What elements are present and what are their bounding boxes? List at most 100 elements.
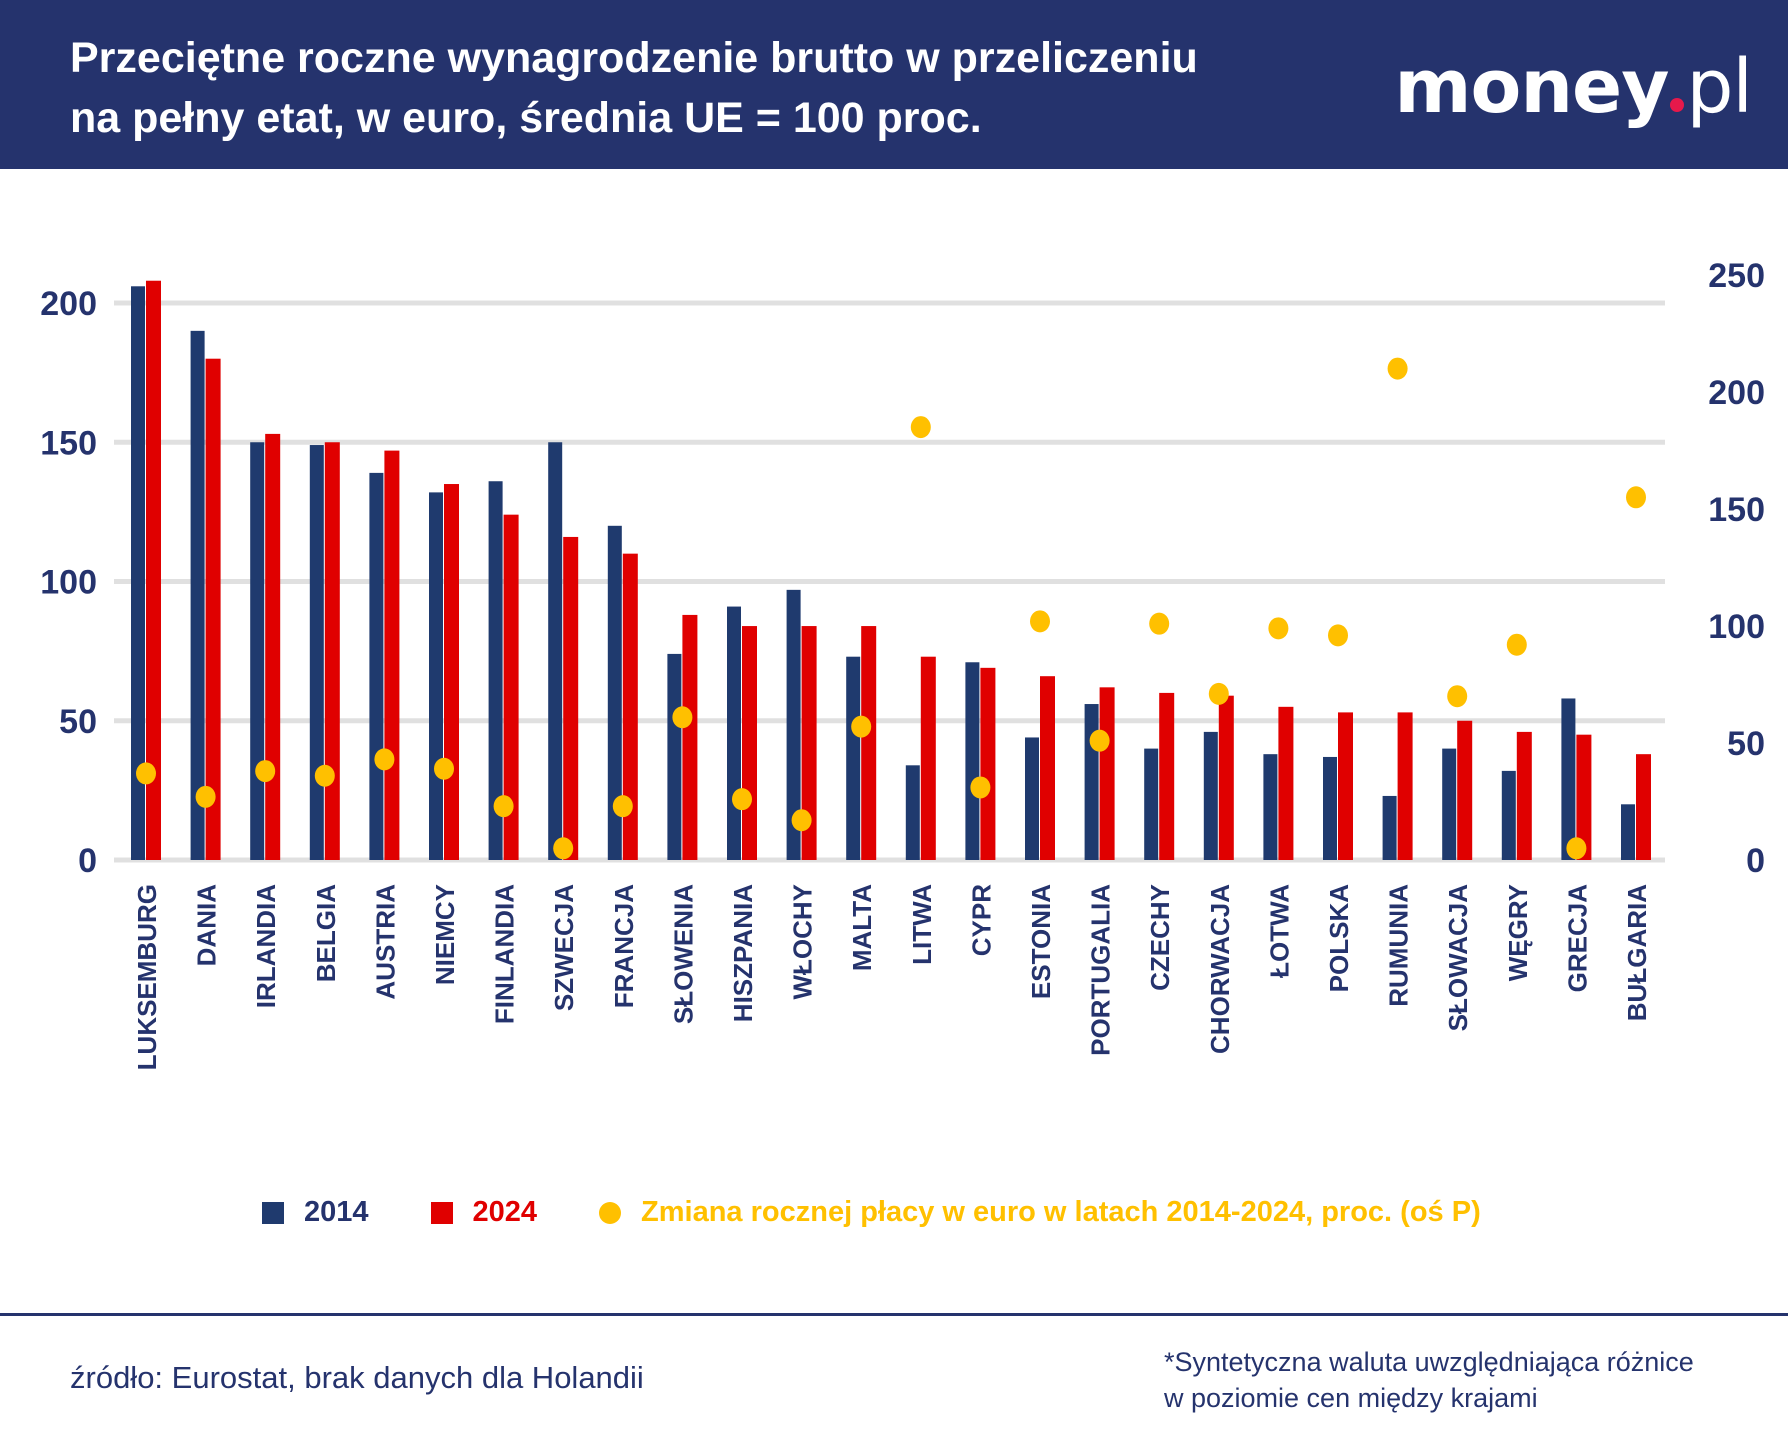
category-label: SŁOWACJA bbox=[1443, 884, 1473, 1032]
legend-label-change: Zmiana rocznej płacy w euro w latach 201… bbox=[641, 1196, 1481, 1228]
bar-2014 bbox=[1025, 737, 1039, 860]
bar-2014 bbox=[250, 442, 265, 860]
bar-2024 bbox=[682, 614, 698, 860]
change-point bbox=[851, 715, 872, 738]
bar-2024 bbox=[1099, 687, 1115, 860]
bar-2024 bbox=[503, 514, 519, 860]
category-label: FINLANDIA bbox=[490, 884, 520, 1024]
category-label: SŁOWENIA bbox=[668, 884, 698, 1024]
change-point bbox=[1626, 486, 1646, 509]
bar-2024 bbox=[1516, 731, 1532, 860]
category-label: BELGIA bbox=[311, 884, 341, 982]
bar-2024 bbox=[324, 442, 340, 860]
footnote: *Syntetyczna waluta uwzględniająca różni… bbox=[1164, 1344, 1694, 1416]
change-point bbox=[1387, 357, 1408, 380]
legend-swatch-2014 bbox=[262, 1201, 284, 1224]
bar-2024 bbox=[146, 280, 161, 861]
bar-2024 bbox=[563, 536, 579, 860]
change-point bbox=[1208, 682, 1229, 705]
change-point bbox=[255, 760, 276, 783]
bar-2014 bbox=[607, 525, 622, 860]
change-point bbox=[493, 795, 514, 818]
bar-2024 bbox=[265, 433, 281, 860]
bar-2014 bbox=[1203, 731, 1218, 860]
change-point bbox=[553, 837, 574, 860]
change-point bbox=[136, 762, 156, 785]
bar-2024 bbox=[861, 626, 877, 860]
change-point bbox=[374, 748, 395, 771]
category-label: IRLANDIA bbox=[251, 884, 281, 1008]
change-point bbox=[1328, 624, 1348, 647]
change-point bbox=[434, 757, 454, 780]
bar-2014 bbox=[846, 656, 861, 860]
bar-2024 bbox=[920, 656, 936, 860]
bar-2024 bbox=[1218, 695, 1234, 860]
category-label: LUKSEMBURG bbox=[132, 884, 162, 1070]
bar-2014 bbox=[131, 286, 145, 860]
category-label: GRECJA bbox=[1562, 884, 1592, 993]
bar-2024 bbox=[1159, 692, 1175, 860]
category-label: LITWA bbox=[907, 884, 937, 965]
category-label: CYPR bbox=[966, 884, 996, 956]
bar-2024 bbox=[1338, 712, 1353, 860]
source-text: źródło: Eurostat, brak danych dla Holand… bbox=[70, 1360, 644, 1395]
bar-2014 bbox=[1501, 770, 1516, 860]
category-label: ŁOTWA bbox=[1264, 884, 1294, 978]
bar-2024 bbox=[1576, 734, 1592, 860]
change-point bbox=[732, 788, 752, 811]
header: Przeciętne roczne wynagrodzenie brutto w… bbox=[0, 0, 1788, 169]
footer-divider bbox=[0, 1313, 1788, 1316]
category-label: BUŁGARIA bbox=[1622, 884, 1652, 1021]
category-label: DANIA bbox=[192, 884, 222, 967]
bar-2014 bbox=[1561, 698, 1576, 860]
change-point bbox=[1149, 612, 1170, 635]
change-point bbox=[612, 795, 633, 818]
change-point bbox=[1268, 617, 1289, 640]
category-label: CZECHY bbox=[1145, 884, 1175, 991]
bar-2014 bbox=[727, 606, 741, 860]
right-axis-tick-label: 0 bbox=[1746, 842, 1765, 880]
change-point bbox=[791, 809, 812, 832]
change-point bbox=[910, 416, 931, 439]
title-line-1: Przeciętne roczne wynagrodzenie brutto w… bbox=[70, 34, 1198, 82]
change-point bbox=[1566, 837, 1587, 860]
bar-2024 bbox=[801, 626, 817, 860]
bar-2024 bbox=[444, 484, 459, 860]
left-axis-tick-label: 100 bbox=[40, 564, 97, 602]
change-point bbox=[970, 776, 991, 799]
category-label: CHORWACJA bbox=[1205, 884, 1235, 1054]
bar-2014 bbox=[1382, 795, 1397, 860]
title-line-2: na pełny etat, w euro, średnia UE = 100 … bbox=[70, 94, 982, 142]
right-axis-tick-label: 200 bbox=[1708, 374, 1765, 412]
legend-label-2014: 2014 bbox=[304, 1196, 369, 1228]
legend-item-change: Zmiana rocznej płacy w euro w latach 201… bbox=[599, 1196, 1481, 1229]
bar-2024 bbox=[742, 626, 757, 860]
category-label: POLSKA bbox=[1324, 884, 1354, 993]
bar-2024 bbox=[980, 667, 996, 860]
chart-title: Przeciętne roczne wynagrodzenie brutto w… bbox=[70, 28, 1390, 148]
change-point bbox=[314, 764, 335, 787]
bar-2014 bbox=[667, 653, 682, 860]
footnote-line-1: *Syntetyczna waluta uwzględniająca różni… bbox=[1164, 1347, 1694, 1377]
bar-2014 bbox=[429, 492, 443, 860]
bar-2024 bbox=[1278, 706, 1294, 860]
bar-2024 bbox=[1397, 712, 1413, 860]
legend-item-2014: 2014 bbox=[262, 1196, 369, 1229]
bar-2014 bbox=[1323, 756, 1337, 860]
change-point bbox=[1089, 729, 1110, 752]
bar-2014 bbox=[309, 445, 324, 860]
left-axis-tick-label: 0 bbox=[78, 842, 97, 880]
left-axis-tick-label: 200 bbox=[40, 285, 97, 323]
bar-2014 bbox=[905, 765, 920, 860]
bar-2014 bbox=[548, 442, 563, 860]
right-axis-tick-label: 250 bbox=[1708, 257, 1765, 295]
chart: 0 50 100 150 200 0 50 100 150 200 250 LUKSEMBURG DAN… bbox=[40, 257, 1765, 1070]
category-label: PORTUGALIA bbox=[1086, 884, 1116, 1056]
category-label: WĘGRY bbox=[1503, 884, 1533, 981]
bar-2014 bbox=[369, 472, 384, 860]
category-label: WŁOCHY bbox=[788, 884, 818, 1000]
category-label: MALTA bbox=[847, 884, 877, 971]
legend-swatch-change bbox=[599, 1201, 622, 1224]
bar-2024 bbox=[622, 553, 638, 860]
bar-2014 bbox=[488, 481, 503, 860]
